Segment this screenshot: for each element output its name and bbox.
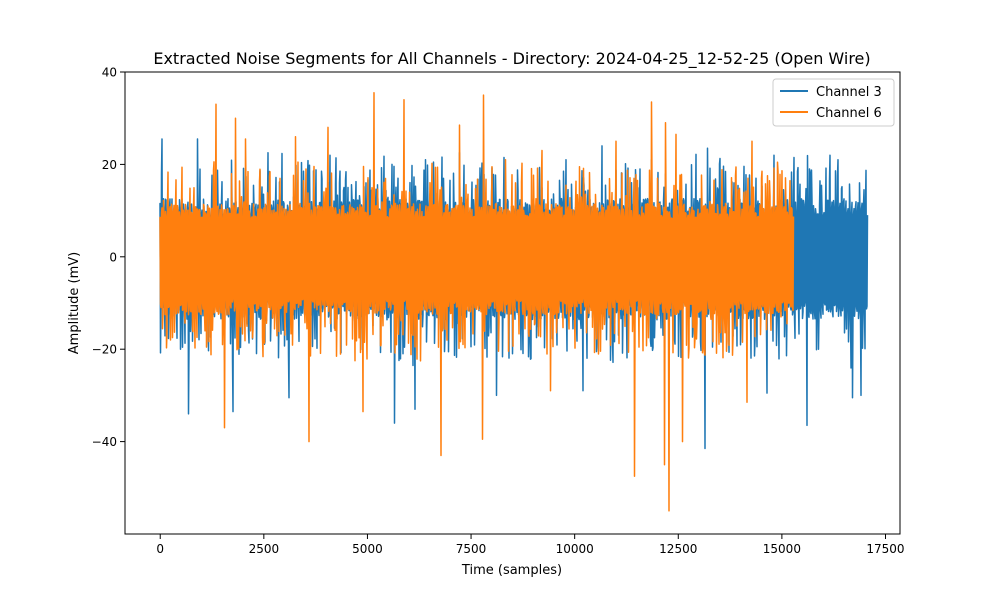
x-tick-label: 7500	[456, 542, 487, 556]
x-tick-label: 5000	[352, 542, 383, 556]
y-axis-ticks: −40 −20 0 20 40	[92, 66, 125, 449]
x-tick-label: 2500	[249, 542, 280, 556]
legend: Channel 3 Channel 6	[772, 78, 895, 127]
legend-label-channel-3: Channel 3	[816, 85, 882, 100]
x-tick-label: 15000	[763, 542, 801, 556]
x-tick-label: 17500	[866, 542, 904, 556]
x-tick-label: 10000	[556, 542, 594, 556]
x-axis-ticks: 0 2500 5000 7500 10000 12500 15000 17500	[156, 534, 905, 556]
axes-frame	[124, 71, 901, 535]
legend-label-channel-6: Channel 6	[816, 106, 882, 121]
x-axis-label: Time (samples)	[461, 563, 562, 578]
y-axis-label: Amplitude (mV)	[67, 252, 82, 354]
y-tick-label: −20	[92, 343, 117, 357]
y-tick-label: 20	[102, 158, 117, 172]
y-tick-label: 40	[102, 66, 117, 80]
x-tick-label: 12500	[659, 542, 697, 556]
plot-series	[159, 92, 869, 512]
y-tick-label: −40	[92, 435, 117, 449]
x-tick-label: 0	[156, 542, 164, 556]
y-tick-label: 0	[109, 250, 117, 264]
chart-title: Extracted Noise Segments for All Channel…	[153, 49, 870, 69]
series-line-channel-6	[159, 92, 795, 512]
